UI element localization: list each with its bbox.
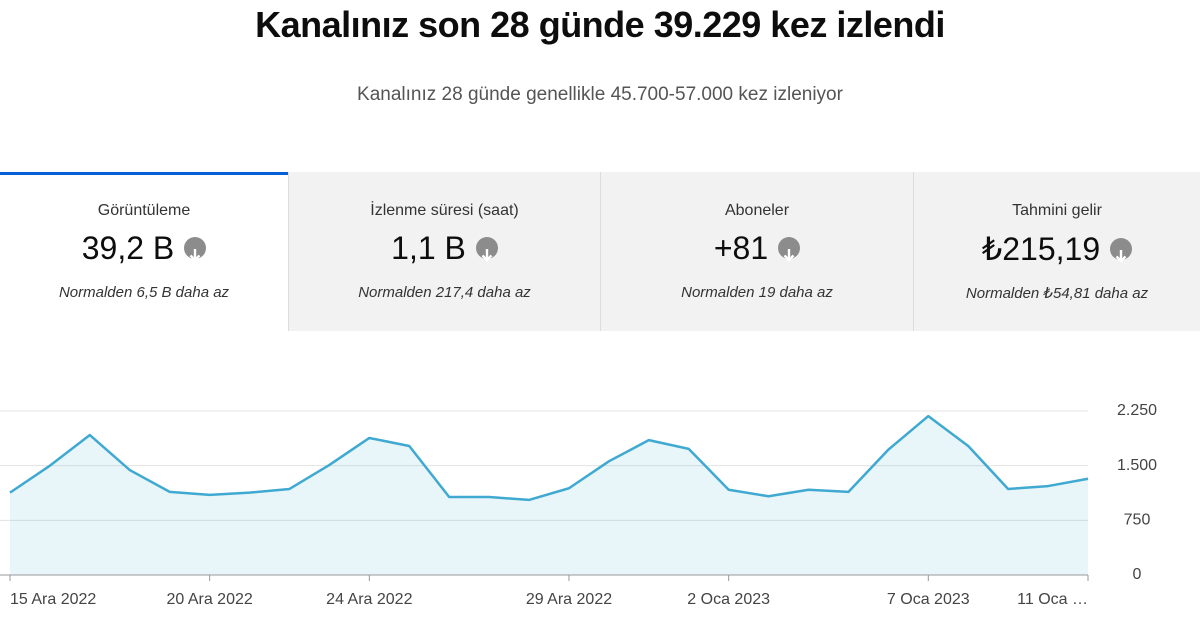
metric-label: Aboneler <box>724 202 790 219</box>
down-icon <box>184 236 207 262</box>
metric-tabs: Görüntüleme 39,2 B Normalden 6,5 B daha az… <box>0 172 1200 331</box>
metric-value-text: 1,1 B <box>391 230 466 266</box>
metric-label: Görüntüleme <box>97 202 191 219</box>
down-icon <box>1110 237 1133 263</box>
metric-value-text: ₺215,19 <box>981 231 1101 267</box>
x-tick-label: 20 Ara 2022 <box>166 591 252 608</box>
x-tick-label: 7 Oca 2023 <box>887 591 970 608</box>
x-tick-label: 15 Ara 2022 <box>10 591 96 608</box>
metric-label: Tahmini gelir <box>1012 202 1102 219</box>
y-tick-label: 0 <box>1133 566 1142 583</box>
metric-note: Normalden 217,4 daha az <box>358 284 531 301</box>
metric-tab[interactable]: Tahmini gelir ₺215,19 Normalden ₺54,81 dah… <box>913 172 1200 331</box>
y-tick-label: 750 <box>1124 512 1151 529</box>
metric-value: 1,1 B <box>289 230 600 267</box>
y-tick-label: 2.250 <box>1117 402 1157 419</box>
metric-label: İzlenme süresi (saat) <box>370 202 519 219</box>
x-tick-label: 29 Ara 2022 <box>526 591 612 608</box>
x-tick-label: 2 Oca 2023 <box>687 591 770 608</box>
line <box>9 414 1089 502</box>
metric-note: Normalden 19 daha az <box>681 284 833 301</box>
metric-tab[interactable]: Görüntüleme 39,2 B Normalden 6,5 B daha az <box>0 172 288 331</box>
subtitle: Kanalınız 28 günde genellikle 45.700-57.… <box>357 84 843 105</box>
metric-value: ₺215,19 <box>914 230 1200 268</box>
y-tick-label: 1.500 <box>1117 457 1157 474</box>
x-tick-label: 24 Ara 2022 <box>326 591 412 608</box>
metric-value: +81 <box>601 230 913 267</box>
down-icon <box>778 236 801 262</box>
metric-value-text: +81 <box>713 230 769 266</box>
metric-tab[interactable]: İzlenme süresi (saat) 1,1 B Normalden 217,… <box>288 172 600 331</box>
title: Kanalınız son 28 günde 39.229 kez izlend… <box>255 4 945 45</box>
metric-note: Normalden 6,5 B daha az <box>58 284 230 301</box>
area-fill <box>10 416 1088 575</box>
metric-value: 39,2 B <box>0 230 288 267</box>
metric-note: Normalden ₺54,81 daha az <box>965 285 1149 302</box>
x-tick-label: 11 Oca … <box>1017 591 1088 608</box>
metric-value-text: 39,2 B <box>81 230 175 266</box>
metric-tab[interactable]: Aboneler +81 Normalden 19 daha az <box>600 172 913 331</box>
down-icon <box>475 236 498 262</box>
